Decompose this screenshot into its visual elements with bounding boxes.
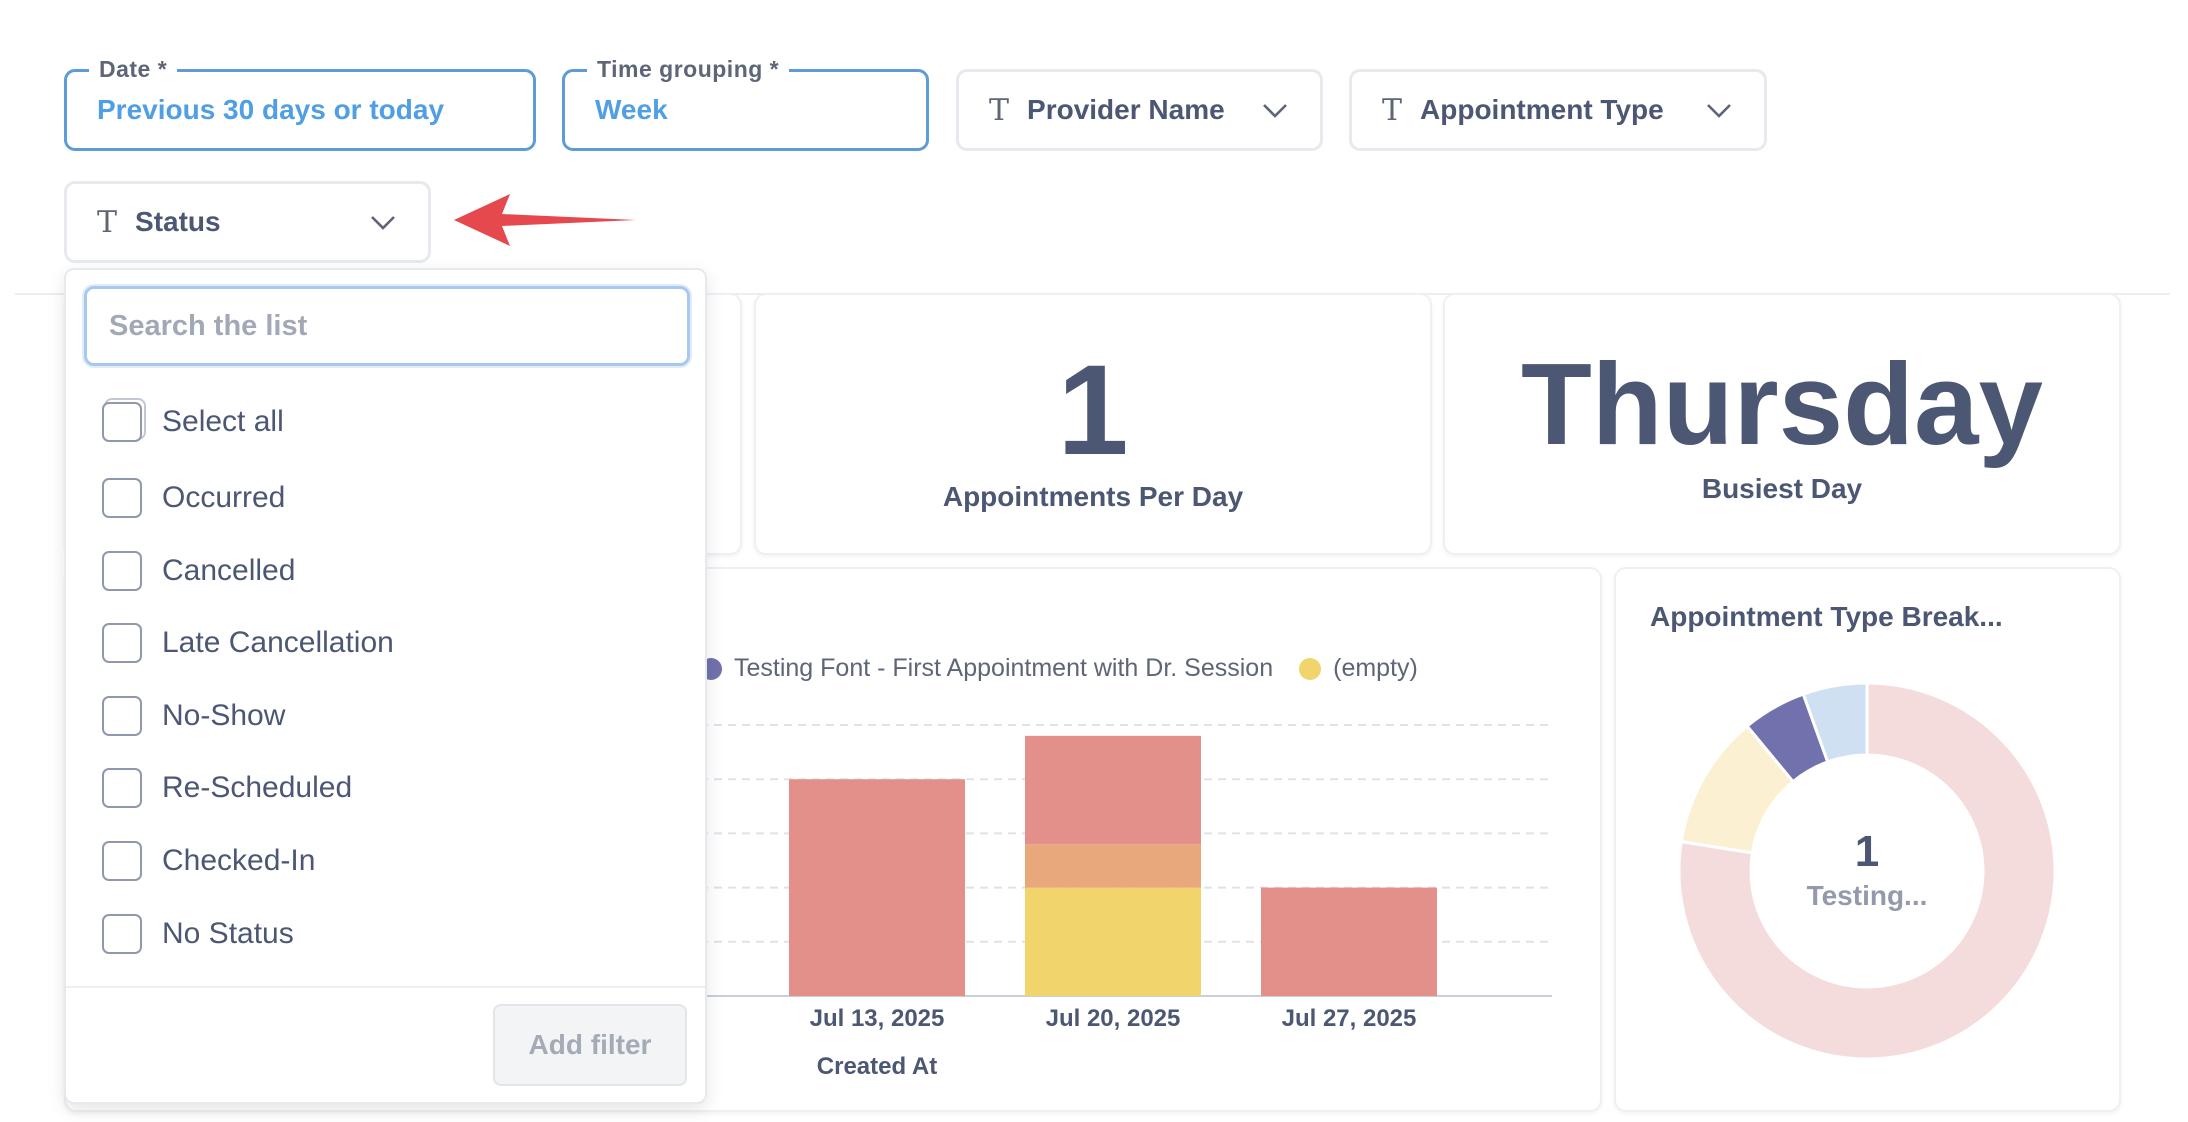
chevron-down-icon <box>368 207 398 237</box>
status-filter-label: Status <box>135 206 221 237</box>
time-grouping-filter[interactable]: Time grouping * Week <box>562 56 929 151</box>
bar-chart-legend: Testing Font - First Appointment with Dr… <box>700 654 1418 683</box>
text-type-icon: T <box>989 92 1010 128</box>
date-filter[interactable]: Date * Previous 30 days or today <box>64 56 536 151</box>
provider-name-label: Provider Name <box>1027 94 1225 125</box>
busiest-day-label: Busiest Day <box>1701 473 1863 504</box>
status-filter[interactable]: T Status <box>64 181 431 263</box>
search-input[interactable] <box>84 286 690 366</box>
status-dropdown: Select all Occurred Cancelled Late Cance… <box>64 268 707 1104</box>
donut-chart <box>1677 681 2057 1061</box>
bar-chart: Jul 13, 2025 Jul 20, 2025 Jul 27, 2025 Crea… <box>700 724 1552 1080</box>
appointments-per-day-value: 1 <box>1057 339 1129 482</box>
option-checked-in[interactable]: Checked-In <box>102 841 315 881</box>
appointment-type-filter[interactable]: T Appointment Type <box>1349 69 1767 151</box>
appointment-type-label: Appointment Type <box>1420 94 1664 125</box>
x-tick-label: Jul 27, 2025 <box>1282 1005 1417 1032</box>
option-late-cancellation[interactable]: Late Cancellation <box>102 623 394 663</box>
option-label: No-Show <box>162 699 286 732</box>
checkbox-box[interactable] <box>102 623 142 663</box>
bar-segment <box>1025 887 1201 996</box>
text-type-icon: T <box>97 204 118 240</box>
x-tick-label: Jul 20, 2025 <box>1046 1005 1181 1032</box>
x-axis-label: Created At <box>817 1053 937 1080</box>
provider-name-filter[interactable]: T Provider Name <box>956 69 1323 151</box>
checkbox-box[interactable] <box>102 551 142 591</box>
x-tick-label: Jul 13, 2025 <box>810 1005 945 1032</box>
option-label: Occurred <box>162 481 286 514</box>
appointments-per-day-label: Appointments Per Day <box>942 481 1244 512</box>
checkbox-box[interactable] <box>102 914 142 954</box>
checkbox-box[interactable] <box>102 478 142 518</box>
bar-segment <box>789 779 965 996</box>
option-cancelled[interactable]: Cancelled <box>102 551 295 591</box>
checkbox-box[interactable] <box>102 696 142 736</box>
date-filter-value: Previous 30 days or today <box>97 94 445 125</box>
bar-segment <box>1025 844 1201 888</box>
donut-slice[interactable] <box>1677 681 2057 1061</box>
option-no-show[interactable]: No-Show <box>102 696 285 736</box>
option-re-scheduled[interactable]: Re-Scheduled <box>102 768 352 808</box>
chevron-down-icon <box>1704 95 1734 125</box>
select-all-checkbox[interactable]: Select all <box>102 402 284 442</box>
option-label: Late Cancellation <box>162 626 394 659</box>
date-filter-legend: Date * <box>89 56 178 83</box>
option-label: No Status <box>162 917 294 950</box>
legend-item-label: (empty) <box>1333 654 1418 682</box>
option-label: Re-Scheduled <box>162 771 353 804</box>
appointments-per-day-card: 1 Appointments Per Day <box>754 293 1432 555</box>
donut-chart-title: Appointment Type Break... <box>1650 601 2003 632</box>
option-occurred[interactable]: Occurred <box>102 478 285 518</box>
select-all-label: Select all <box>162 405 284 438</box>
donut-slice[interactable] <box>1801 681 1869 764</box>
time-grouping-value: Week <box>595 94 668 125</box>
text-type-icon: T <box>1382 92 1403 128</box>
bar-segment <box>1025 735 1201 845</box>
option-no-status[interactable]: No Status <box>102 914 294 954</box>
dropdown-footer: Add filter <box>66 986 705 1102</box>
busiest-day-value: Thursday <box>1520 339 2044 469</box>
option-label: Cancelled <box>162 554 296 587</box>
checkbox-box[interactable] <box>102 768 142 808</box>
busiest-day-card: Thursday Busiest Day <box>1443 293 2121 555</box>
add-filter-button[interactable]: Add filter <box>493 1004 687 1086</box>
bar-segment <box>1261 887 1437 996</box>
legend-dot <box>1299 657 1322 680</box>
donut-center-label: Testing... <box>1806 880 1928 911</box>
donut-center-value: 1 <box>1854 827 1880 876</box>
checkbox-box[interactable] <box>102 402 142 442</box>
annotation-arrow <box>454 194 636 246</box>
option-label: Checked-In <box>162 844 316 877</box>
checkbox-box[interactable] <box>102 841 142 881</box>
time-grouping-legend: Time grouping * <box>587 56 790 83</box>
legend-item-label: Testing Font - First Appointment with Dr… <box>734 654 1274 682</box>
chevron-down-icon <box>1260 95 1290 125</box>
